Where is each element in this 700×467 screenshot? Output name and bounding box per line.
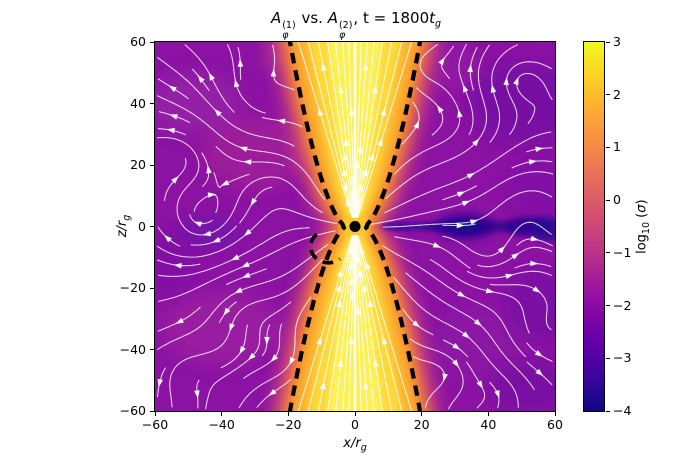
x-axis-label-text: x/r bbox=[343, 436, 361, 451]
colorbar-tick-mark bbox=[606, 41, 610, 43]
title-vs: vs. bbox=[296, 9, 328, 27]
colorbar-tick-label: 1 bbox=[613, 139, 621, 155]
title-supsub-1: (1) φ bbox=[282, 19, 296, 42]
colorbar bbox=[583, 41, 605, 412]
x-tick-label: 0 bbox=[351, 417, 359, 432]
x-tick-label: 20 bbox=[413, 417, 430, 432]
colorbar-tick-mark bbox=[606, 357, 610, 359]
streamline-arrows bbox=[157, 57, 544, 399]
colorbar-tick-label: −4 bbox=[613, 403, 632, 418]
polar-axis-streak-bottom bbox=[353, 241, 357, 411]
sigma-unity-contour-dashed bbox=[287, 42, 423, 411]
x-tick-mark bbox=[354, 412, 356, 416]
x-tick-mark bbox=[487, 412, 489, 416]
x-tick-mark bbox=[421, 412, 423, 416]
x-axis-label-sub: g bbox=[360, 442, 367, 454]
y-tick-mark bbox=[150, 349, 154, 350]
title-t-var: t bbox=[429, 9, 436, 27]
y-tick-mark bbox=[150, 226, 154, 227]
colorbar-gradient bbox=[584, 42, 604, 411]
title-phi1: φ bbox=[282, 30, 289, 42]
colorbar-tick-label: −2 bbox=[613, 297, 632, 313]
colorbar-tick-label: 0 bbox=[613, 192, 621, 208]
title-A1: A bbox=[270, 9, 282, 27]
colorbar-tick-label: −3 bbox=[613, 350, 632, 366]
y-tick-label: 0 bbox=[138, 218, 146, 234]
title-A2: A bbox=[327, 9, 338, 27]
x-tick-label: 60 bbox=[547, 417, 563, 432]
x-tick-label: −20 bbox=[275, 417, 302, 432]
colorbar-tick-mark bbox=[606, 305, 610, 307]
y-tick-mark bbox=[150, 410, 154, 412]
y-tick-mark bbox=[150, 41, 154, 43]
sigma-map-canvas bbox=[155, 42, 555, 411]
title-t-sub: g bbox=[435, 18, 442, 30]
title-time-text: , t = 1800 bbox=[353, 9, 430, 27]
title-phi2: φ bbox=[338, 30, 346, 42]
colorbar-tick-mark bbox=[606, 410, 610, 412]
x-tick-mark bbox=[221, 412, 223, 416]
colorbar-label-lparen: ( bbox=[634, 212, 650, 222]
x-tick-mark bbox=[154, 412, 156, 416]
x-tick-label: 40 bbox=[480, 417, 497, 432]
y-tick-label: 60 bbox=[130, 34, 146, 49]
title-sup2: (2) bbox=[338, 19, 353, 31]
x-tick-label: −60 bbox=[141, 417, 169, 432]
y-tick-label: −40 bbox=[119, 341, 146, 357]
title-sup1: (1) bbox=[282, 19, 296, 31]
black-hole-dot bbox=[349, 221, 361, 232]
y-tick-mark bbox=[150, 287, 154, 289]
disk-dark-band bbox=[381, 213, 555, 242]
colorbar-tick-label: 3 bbox=[613, 34, 621, 49]
y-tick-label: −60 bbox=[119, 403, 146, 418]
y-tick-mark bbox=[150, 164, 154, 166]
colorbar-tick-mark bbox=[606, 199, 610, 201]
x-tick-label: −40 bbox=[208, 417, 235, 432]
plot-title: A (1) φ vs. A (2) φ, t = 1800tg bbox=[150, 9, 562, 42]
polar-axis-streak-top bbox=[353, 42, 357, 212]
colorbar-tick-mark bbox=[606, 146, 610, 148]
colorbar-tick-mark bbox=[606, 252, 610, 254]
x-axis-label: x/rg bbox=[155, 436, 555, 453]
x-tick-mark bbox=[287, 412, 289, 416]
colorbar-tick-mark bbox=[606, 94, 610, 96]
colorbar-tick-label: −1 bbox=[613, 244, 632, 260]
y-tick-label: 40 bbox=[130, 95, 146, 111]
colorbar-tick-label: 2 bbox=[613, 86, 621, 102]
y-tick-label: −20 bbox=[119, 280, 146, 295]
y-tick-label: 20 bbox=[130, 157, 146, 172]
x-tick-mark bbox=[554, 412, 556, 416]
colorbar-label-sub10: 10 bbox=[640, 221, 652, 234]
title-supsub-2: (2) φ bbox=[338, 19, 353, 42]
plot-area bbox=[154, 41, 556, 412]
y-tick-mark bbox=[150, 103, 154, 104]
